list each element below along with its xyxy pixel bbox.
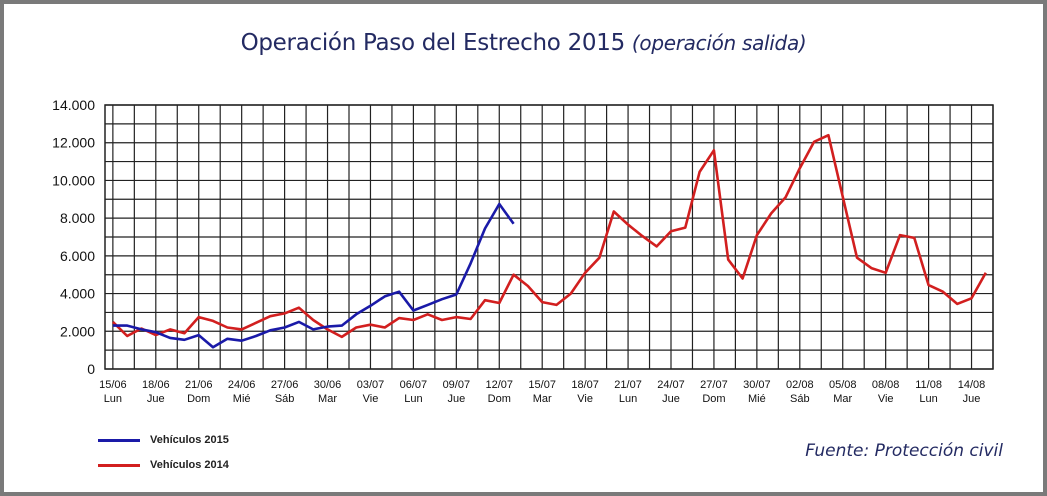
legend-label-2015: Vehículos 2015: [150, 434, 229, 446]
x-tick-date: 21/07: [614, 379, 642, 391]
y-tick-label: 2.000: [60, 323, 95, 339]
x-tick-weekday: Lun: [404, 393, 422, 405]
series-line-2015: [112, 202, 515, 349]
x-tick-weekday: Sáb: [790, 393, 810, 405]
y-tick-label: 10.000: [52, 172, 95, 188]
x-tick-date: 05/08: [829, 379, 857, 391]
x-tick-date: 12/07: [486, 379, 514, 391]
x-tick-weekday: Jue: [963, 393, 981, 405]
x-tick-weekday: Mar: [533, 393, 552, 405]
x-tick-weekday: Lun: [104, 393, 122, 405]
x-tick-date: 09/07: [443, 379, 471, 391]
legend-swatch-2014: [98, 463, 140, 467]
x-tick-date: 15/07: [528, 379, 556, 391]
x-tick-weekday: Dom: [702, 393, 725, 405]
x-tick-date: 14/08: [958, 379, 986, 391]
x-tick-weekday: Mar: [833, 393, 852, 405]
chart-subtitle: (operación salida): [631, 31, 807, 55]
legend-swatch-2015: [98, 438, 140, 442]
plot-border: [104, 104, 994, 370]
x-tick-weekday: Lun: [919, 393, 937, 405]
x-tick-date: 21/06: [185, 379, 213, 391]
y-tick-label: 14.000: [52, 97, 95, 113]
x-tick-weekday: Dom: [488, 393, 511, 405]
x-tick-weekday: Dom: [187, 393, 210, 405]
x-tick-date: 06/07: [400, 379, 428, 391]
legend-item-2015: Vehículos 2015: [98, 434, 229, 446]
y-tick-label: 8.000: [60, 210, 95, 226]
y-tick-label: 0: [87, 361, 95, 377]
x-tick-weekday: Lun: [619, 393, 637, 405]
x-tick-date: 24/06: [228, 379, 256, 391]
x-tick-date: 24/07: [657, 379, 685, 391]
series-line-2014: [111, 133, 987, 339]
x-tick-date: 02/08: [786, 379, 814, 391]
legend-label-2014: Vehículos 2014: [150, 459, 229, 471]
x-tick-weekday: Jue: [447, 393, 465, 405]
x-tick-weekday: Jue: [147, 393, 165, 405]
x-tick-weekday: Sáb: [275, 393, 295, 405]
y-tick-label: 12.000: [52, 135, 95, 151]
x-tick-weekday: Vie: [577, 393, 593, 405]
x-tick-weekday: Mié: [233, 393, 251, 405]
y-tick-label: 6.000: [60, 248, 95, 264]
source-note: Fuente: Protección civil: [805, 441, 1003, 461]
title-text: Operación Paso del Estrecho 2015: [240, 30, 626, 56]
x-tick-date: 03/07: [357, 379, 385, 391]
x-tick-date: 15/06: [99, 379, 127, 391]
chart-title: Operación Paso del Estrecho 2015 (operac…: [0, 30, 1047, 56]
x-tick-date: 18/07: [571, 379, 599, 391]
x-tick-date: 11/08: [915, 379, 942, 391]
legend-item-2014: Vehículos 2014: [98, 459, 229, 471]
x-tick-weekday: Mié: [748, 393, 766, 405]
x-tick-date: 30/06: [314, 379, 342, 391]
x-tick-date: 18/06: [142, 379, 170, 391]
x-tick-date: 30/07: [743, 379, 771, 391]
x-tick-weekday: Vie: [363, 393, 379, 405]
x-tick-weekday: Mar: [318, 393, 337, 405]
x-tick-date: 27/06: [271, 379, 299, 391]
x-tick-date: 27/07: [700, 379, 728, 391]
x-tick-weekday: Vie: [878, 393, 894, 405]
y-tick-label: 4.000: [60, 286, 95, 302]
x-tick-weekday: Jue: [662, 393, 680, 405]
x-tick-date: 08/08: [872, 379, 900, 391]
